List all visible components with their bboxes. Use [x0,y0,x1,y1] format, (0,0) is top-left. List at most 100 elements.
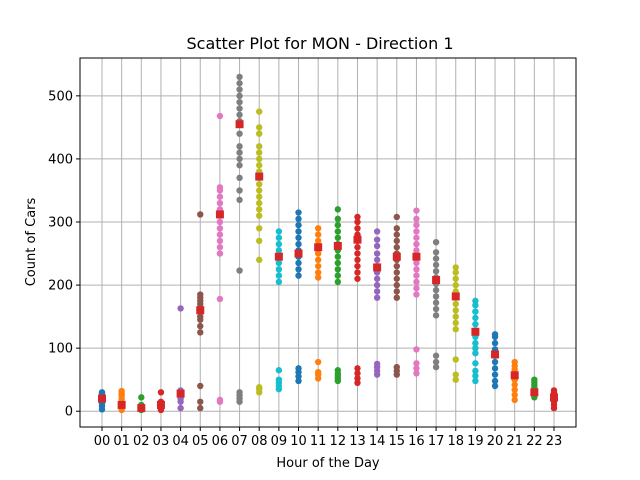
scatter-point [373,288,381,295]
x-tick-label: 02 [133,434,150,449]
scatter-point [393,237,400,245]
scatter-point [275,240,283,248]
mean-marker [392,252,401,261]
scatter-point [256,206,263,213]
scatter-point [373,294,381,301]
scatter-point [452,371,459,378]
scatter-point [452,356,459,363]
scatter-point [413,278,420,286]
scatter-point [393,244,400,251]
mean-marker [255,172,264,181]
x-tick-label: 17 [428,434,445,449]
mean-marker [373,263,382,272]
scatter-point [472,339,479,347]
scatter-point [432,352,440,359]
scatter-point [295,215,302,223]
scatter-point [98,389,106,396]
scatter-point [236,155,243,163]
scatter-point [197,313,204,320]
scatter-point [334,228,342,235]
x-tick-label: 16 [408,434,425,449]
scatter-point [216,250,224,257]
scatter-point [256,212,263,219]
scatter-point [432,268,440,275]
scatter-point [275,228,283,235]
y-tick-label: 200 [48,279,73,294]
x-tick-label: 04 [172,434,189,449]
scatter-point [413,365,420,372]
scatter-point [256,384,263,391]
mean-marker [235,120,244,129]
x-tick-label: 22 [526,434,543,449]
scatter-point [216,231,224,238]
scatter-point [197,322,204,330]
mean-marker [432,276,441,285]
scatter-point [373,250,381,257]
scatter-point [236,267,243,274]
scatter-point [413,370,420,377]
mean-marker [294,249,303,258]
scatter-point [334,266,342,273]
scatter-point [432,286,440,294]
scatter-point [138,394,145,401]
scatter-point [256,237,263,245]
scatter-point [197,382,204,390]
scatter-point [275,278,283,286]
y-axis-title: Count of Cars [24,197,39,286]
mean-marker [412,252,421,261]
scatter-point [256,130,263,137]
x-tick-label: 08 [251,434,268,449]
scatter-point [413,215,420,223]
scatter-point [295,240,302,248]
x-tick-label: 20 [487,434,504,449]
mean-marker [353,235,362,244]
scatter-point [314,256,322,264]
scatter-point [256,155,263,163]
scatter-point [413,207,420,214]
scatter-point [413,228,420,235]
scatter-point [295,373,302,380]
scatter-point [256,149,263,156]
scatter-point [373,242,381,250]
scatter-point [216,112,224,120]
scatter-point [432,312,440,319]
x-tick-label: 15 [389,434,406,449]
scatter-point [295,266,302,273]
scatter-point [491,365,499,372]
scatter-point [295,228,302,235]
scatter-point [472,377,479,385]
scatter-point [393,288,400,295]
scatter-point [432,299,440,306]
x-tick-label: 06 [212,434,229,449]
mean-marker [491,350,500,359]
scatter-point [452,376,459,383]
chart-title: Scatter Plot for MON - Direction 1 [187,34,454,53]
scatter-point [334,259,342,267]
scatter-point [177,305,184,312]
scatter-point [354,244,361,251]
scatter-point [432,305,440,313]
scatter-point [275,247,283,254]
scatter-point [197,211,204,218]
scatter-point [393,294,400,301]
x-tick-label: 07 [231,434,248,449]
scatter-point [354,269,361,276]
scatter-point [354,262,361,270]
scatter-point [393,363,400,371]
scatter-point [472,320,479,328]
scatter-point [452,319,459,327]
y-tick-label: 300 [48,216,73,231]
scatter-point [256,225,263,232]
scatter-point [216,199,224,207]
scatter-point [236,98,243,106]
scatter-point [236,174,243,182]
scatter-point [393,231,400,238]
scatter-point [413,234,420,241]
scatter-point [472,344,479,352]
scatter-point [256,256,263,264]
scatter-point [432,358,440,366]
scatter-point [275,259,283,267]
mean-marker [274,252,283,261]
scatter-point [413,221,420,229]
